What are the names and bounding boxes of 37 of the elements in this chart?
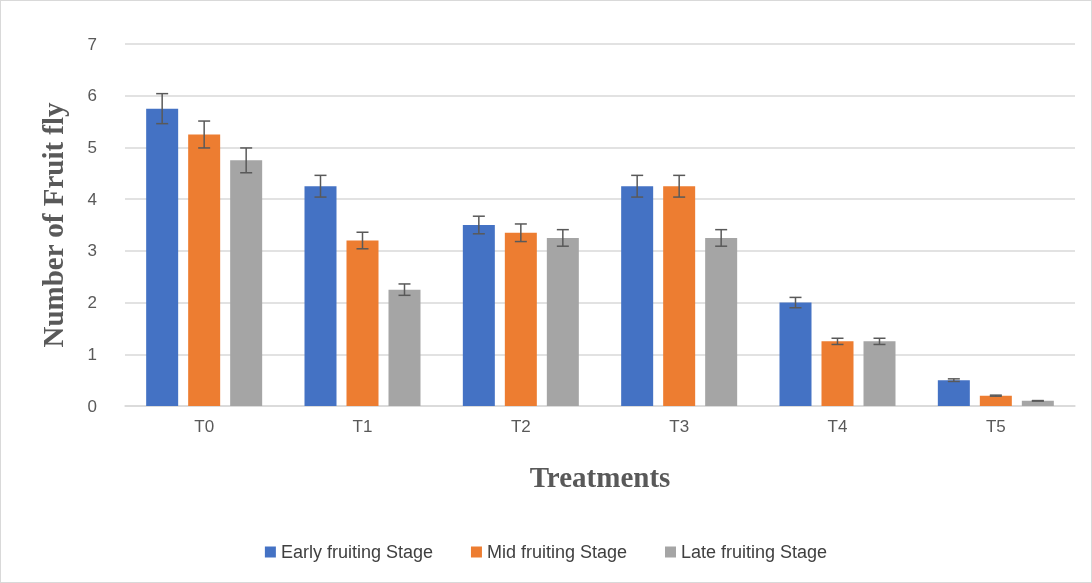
x-tick-label: T3 — [669, 417, 690, 436]
y-tick-label: 3 — [87, 241, 97, 261]
x-tick-label: T0 — [194, 417, 215, 436]
bar — [705, 237, 738, 406]
legend-label: Mid fruiting Stage — [486, 542, 628, 562]
bar — [388, 289, 421, 406]
bar — [146, 108, 179, 406]
bar — [979, 395, 1012, 406]
x-tick-label: T2 — [510, 417, 531, 436]
bar — [937, 380, 970, 406]
bar — [779, 302, 812, 406]
y-tick-label: 6 — [87, 86, 97, 106]
y-tick-label: 0 — [87, 396, 97, 416]
bar — [1021, 400, 1054, 406]
bar — [304, 186, 337, 406]
y-tick-label: 4 — [87, 189, 97, 209]
y-tick-label: 1 — [87, 344, 97, 364]
bar — [863, 341, 896, 406]
bar — [346, 240, 379, 406]
bar — [821, 341, 854, 406]
legend-label: Late fruiting Stage — [681, 542, 828, 562]
bar — [462, 225, 495, 406]
y-tick-label: 7 — [87, 34, 97, 54]
x-tick-label: T1 — [352, 417, 373, 436]
bar — [546, 237, 579, 406]
x-tick-label: T4 — [827, 417, 848, 436]
y-axis-title: Number of Fruit fly — [36, 101, 69, 348]
bar — [663, 186, 696, 406]
x-axis-title: Treatments — [529, 460, 671, 493]
y-tick-label: 2 — [87, 293, 97, 313]
x-tick-label: T5 — [985, 417, 1006, 436]
y-tick-label: 5 — [87, 137, 97, 157]
bar — [504, 232, 537, 406]
bar — [230, 160, 263, 406]
bar — [188, 134, 221, 406]
bar — [621, 186, 654, 406]
legend-label: Early fruiting Stage — [280, 542, 433, 562]
